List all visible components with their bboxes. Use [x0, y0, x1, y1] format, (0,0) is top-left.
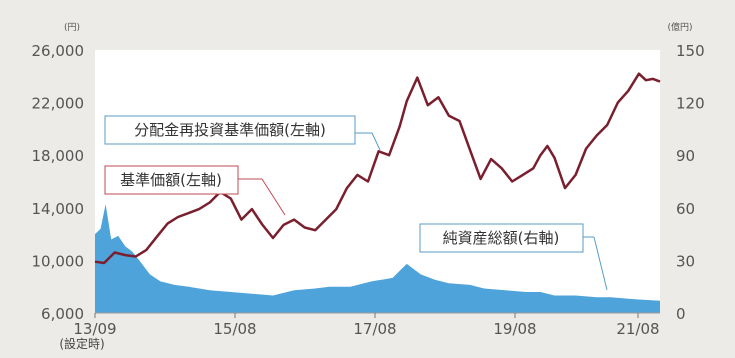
left-axis-tick-label: 22,000	[32, 95, 85, 113]
callout-leader-reinvested-2	[371, 132, 381, 151]
right-axis-unit: (億円)	[667, 21, 692, 33]
x-axis-ticks: 13/09 15/08 17/08 19/08 21/08	[73, 313, 660, 338]
left-axis-tick-label: 26,000	[32, 42, 85, 60]
right-axis-ticks: 150 120 90 60 30 0	[676, 42, 705, 323]
left-axis-tick-label: 14,000	[32, 200, 85, 218]
right-axis-tick-label: 60	[676, 200, 695, 218]
left-axis-tick-label: 18,000	[32, 147, 85, 165]
x-axis-tick-label: 21/08	[616, 320, 659, 338]
x-axis-tick-label: 15/08	[213, 320, 256, 338]
right-axis-tick-label: 90	[676, 147, 695, 165]
right-axis-tick-label: 0	[676, 305, 686, 323]
x-axis-tick-label: 13/09	[73, 320, 116, 338]
right-axis-tick-label: 120	[676, 95, 705, 113]
right-axis-tick-label: 30	[676, 252, 695, 270]
callout-box-nav	[104, 165, 239, 195]
x-axis-tick-label: 17/08	[353, 320, 396, 338]
left-axis-ticks: 26,000 22,000 18,000 14,000 10,000 6,000	[32, 42, 85, 323]
x-axis-tick-label: 19/08	[493, 320, 536, 338]
legend-label-assets: 純資産総額(右軸)	[443, 229, 560, 247]
callout-leader-assets-2	[593, 236, 608, 291]
left-axis-unit: (円)	[64, 22, 80, 33]
left-axis-tick-label: 10,000	[32, 252, 85, 270]
reinvested-nav-line	[94, 72, 661, 265]
legend-label-nav: 基準価額(左軸)	[120, 171, 222, 189]
x-axis-note: (設定時)	[59, 336, 104, 351]
line-layer	[94, 72, 661, 265]
left-axis-tick-label: 6,000	[41, 305, 84, 323]
net-assets-area	[95, 204, 660, 313]
right-axis-tick-label: 150	[676, 42, 705, 60]
callout-leader-nav-2	[261, 178, 286, 216]
callout-box-reinvested	[104, 115, 356, 145]
callout-box-assets	[419, 223, 584, 253]
area-layer	[95, 204, 660, 313]
legend-label-reinvested: 分配金再投資基準価額(左軸)	[134, 121, 326, 139]
